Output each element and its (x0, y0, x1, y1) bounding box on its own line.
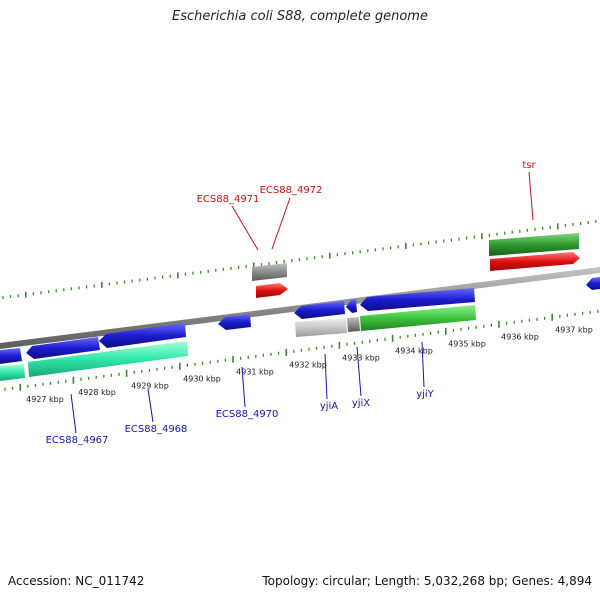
gene-ecs88-4968[interactable] (99, 323, 186, 348)
label-yjiX[interactable]: yjiX (352, 398, 370, 409)
scale-label: 4933 kbp (342, 354, 380, 363)
gene-green-lower[interactable] (360, 305, 476, 331)
gene-yjiA[interactable] (294, 301, 345, 319)
gene-ecs88-4970[interactable] (218, 314, 251, 330)
scale-label: 4928 kbp (78, 388, 116, 397)
scale-label: 4935 kbp (448, 340, 486, 349)
lower-tick-track (4, 309, 599, 391)
gene-ecs88-4972[interactable] (256, 283, 288, 298)
gene-tsr[interactable] (490, 252, 580, 271)
scale-label: 4937 kbp (555, 325, 593, 334)
gene-leader-lines (70, 171, 534, 434)
scale-labels: 4927 kbp 4928 kbp 4929 kbp 4930 kbp 4931 kbp… (26, 325, 593, 404)
scale-label: 4930 kbp (183, 374, 221, 383)
label-ecs88-4967[interactable]: ECS88_4967 (46, 435, 109, 446)
label-ecs88-4972[interactable]: ECS88_4972 (260, 185, 323, 196)
scale-label: 4936 kbp (501, 333, 539, 342)
scale-label: 4932 kbp (289, 360, 327, 369)
gene-gray-small[interactable] (347, 317, 360, 332)
gene-green-upper[interactable] (489, 233, 579, 256)
genome-summary-text: Topology: circular; Length: 5,032,268 bp… (262, 574, 592, 588)
gene-blue-left-edge[interactable] (0, 348, 22, 364)
reverse-strand-features (0, 288, 476, 381)
gene-lightgray[interactable] (295, 318, 347, 337)
label-ecs88-4971[interactable]: ECS88_4971 (197, 194, 260, 205)
gene-teal-left-edge[interactable] (0, 364, 25, 381)
label-ecs88-4968[interactable]: ECS88_4968 (125, 424, 188, 435)
gene-yjiY[interactable] (360, 288, 475, 311)
label-ecs88-4970[interactable]: ECS88_4970 (216, 409, 279, 420)
gene-yjiX[interactable] (346, 299, 357, 313)
scale-label: 4929 kbp (131, 381, 169, 390)
scale-label: 4931 kbp (236, 367, 274, 376)
accession-text: Accession: NC_011742 (8, 574, 145, 588)
gene-labels: ECS88_4967 ECS88_4968 ECS88_4970 yjiA yj… (46, 160, 537, 446)
scale-label: 4934 kbp (395, 347, 433, 356)
label-yjiA[interactable]: yjiA (320, 401, 338, 412)
gene-teal-long[interactable] (28, 341, 188, 377)
label-yjiY[interactable]: yjiY (416, 389, 434, 400)
map-title: Escherichia coli S88, complete genome (172, 9, 428, 24)
forward-strand-features (252, 233, 600, 298)
gene-ecs88-4967[interactable] (26, 337, 100, 359)
scale-label: 4927 kbp (26, 395, 64, 404)
upper-tick-track (2, 220, 597, 300)
gene-ecs88-4971[interactable] (252, 263, 287, 281)
gene-blue-right-edge[interactable] (586, 277, 600, 290)
label-tsr[interactable]: tsr (522, 160, 536, 171)
